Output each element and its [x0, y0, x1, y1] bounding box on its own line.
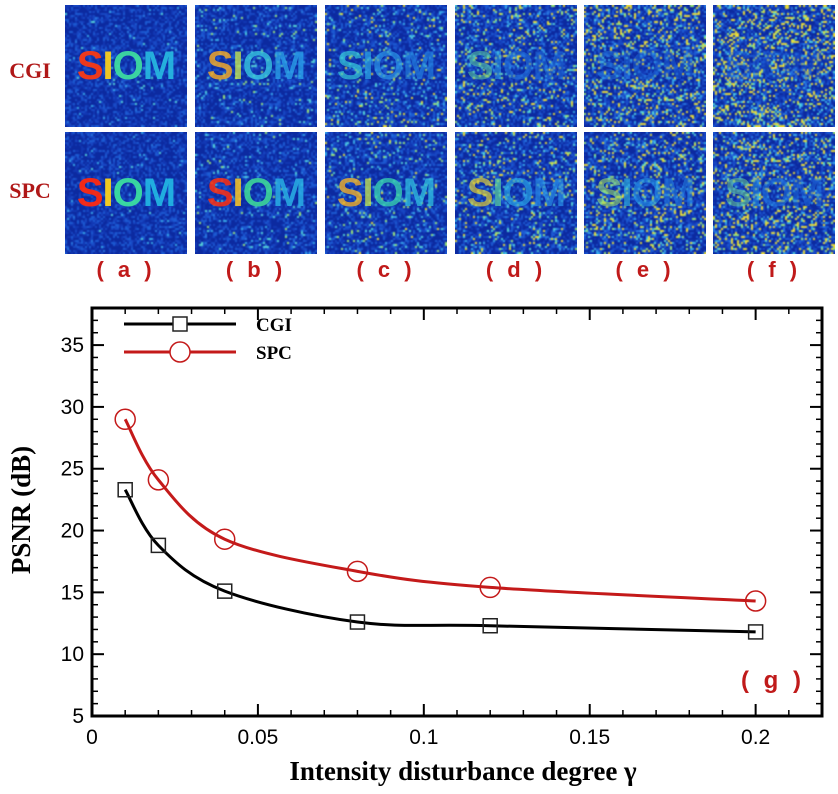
data-point-cgi: [216, 583, 233, 599]
panel-label-a: ( a ): [96, 257, 156, 282]
y-tick-label: 35: [61, 334, 84, 357]
x-tick-label: 0.15: [569, 726, 610, 749]
tile-noise: [584, 132, 706, 254]
tile-noise: [65, 132, 187, 254]
data-point-cgi: [117, 481, 133, 498]
legend: CGI SPC: [124, 315, 292, 364]
data-point-spc: [114, 408, 136, 431]
panel-label-c: ( c ): [356, 257, 416, 282]
series-line-cgi: [123, 488, 756, 634]
row-label-spc: SPC: [9, 178, 51, 203]
tile-noise: [325, 132, 447, 254]
series-lines: [114, 408, 767, 640]
panel-label-e: ( e ): [615, 257, 675, 282]
data-point-cgi: [482, 617, 498, 634]
tile-noise: [455, 5, 577, 127]
tile-noise: [195, 132, 317, 254]
panel-label-g: ( g ): [741, 667, 805, 694]
legend-marker-square: [172, 316, 188, 332]
y-tick-label: 20: [61, 520, 84, 543]
x-tick-label: 0.1: [409, 726, 438, 749]
tile-noise: [584, 5, 706, 127]
psnr-chart: 0 0.05 0.1 0.15 0.2 5 10 15 20 25 30 35 CGI SPC Inte…: [6, 306, 824, 786]
legend-marker-circle: [169, 341, 191, 363]
legend-label-cgi: CGI: [256, 315, 292, 336]
data-point-spc: [479, 576, 501, 599]
row-label-cgi: CGI: [9, 58, 51, 83]
data-point-spc: [346, 560, 369, 583]
tile-noise: [65, 5, 187, 127]
tile-noise: [325, 5, 447, 127]
data-point-cgi: [349, 614, 366, 630]
plot-frame: [90, 306, 824, 718]
y-tick-label: 5: [72, 705, 84, 728]
y-tick-label: 30: [61, 396, 84, 419]
x-axis-title: Intensity disturbance degree γ: [289, 756, 637, 786]
data-point-spc: [213, 528, 236, 550]
y-tick-label: 15: [61, 581, 84, 604]
panel-label-b: ( b ): [225, 257, 287, 282]
data-point-spc: [147, 469, 170, 491]
series-line-spc: [123, 418, 756, 603]
y-tick-label: 10: [61, 643, 84, 666]
data-point-spc: [744, 590, 767, 612]
data-point-cgi: [150, 537, 167, 554]
panel-label-f: ( f ): [746, 257, 802, 282]
x-tick-label: 0.05: [237, 726, 278, 749]
y-axis-title: PSNR (dB): [6, 446, 36, 574]
tile-noise: [195, 5, 317, 127]
x-tick-label: 0: [86, 726, 98, 749]
tile-noise: [713, 5, 835, 127]
x-tick-label: 0.2: [741, 726, 770, 749]
panel-label-d: ( d ): [485, 257, 547, 282]
axes: 0 0.05 0.1 0.15 0.2 5 10 15 20 25 30 35: [61, 306, 824, 749]
legend-label-spc: SPC: [256, 343, 292, 364]
y-tick-label: 25: [61, 458, 84, 481]
tile-noise: [713, 132, 835, 254]
tile-noise: [455, 132, 577, 254]
data-point-cgi: [747, 624, 764, 640]
